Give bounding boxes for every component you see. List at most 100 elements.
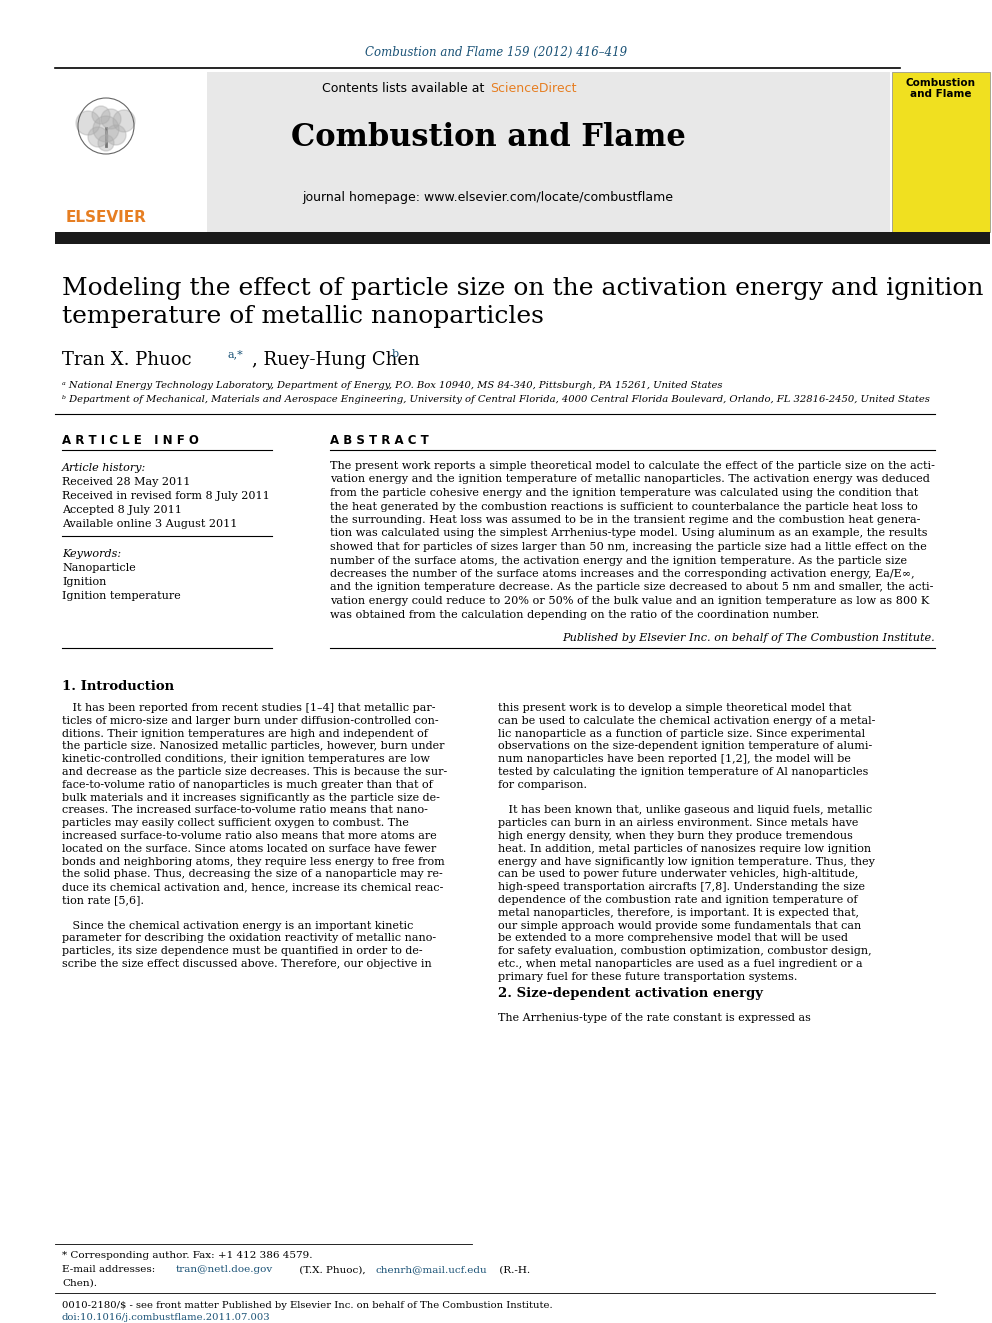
- Text: observations on the size-dependent ignition temperature of alumi-: observations on the size-dependent ignit…: [498, 741, 872, 751]
- Text: Combustion and Flame: Combustion and Flame: [291, 123, 685, 153]
- Text: Since the chemical activation energy is an important kinetic: Since the chemical activation energy is …: [62, 921, 414, 930]
- Text: A B S T R A C T: A B S T R A C T: [330, 434, 429, 446]
- Circle shape: [88, 127, 108, 147]
- Text: ScienceDirect: ScienceDirect: [490, 82, 576, 94]
- Text: duce its chemical activation and, hence, increase its chemical reac-: duce its chemical activation and, hence,…: [62, 882, 443, 892]
- Text: It has been known that, unlike gaseous and liquid fuels, metallic: It has been known that, unlike gaseous a…: [498, 806, 872, 815]
- Text: b: b: [392, 349, 399, 359]
- Text: * Corresponding author. Fax: +1 412 386 4579.: * Corresponding author. Fax: +1 412 386 …: [62, 1252, 312, 1261]
- Text: kinetic-controlled conditions, their ignition temperatures are low: kinetic-controlled conditions, their ign…: [62, 754, 430, 765]
- Text: high-speed transportation aircrafts [7,8]. Understanding the size: high-speed transportation aircrafts [7,8…: [498, 882, 865, 892]
- Text: ticles of micro-size and larger burn under diffusion-controlled con-: ticles of micro-size and larger burn und…: [62, 716, 438, 726]
- Text: Article history:: Article history:: [62, 463, 146, 474]
- Text: increased surface-to-volume ratio also means that more atoms are: increased surface-to-volume ratio also m…: [62, 831, 436, 841]
- Text: doi:10.1016/j.combustflame.2011.07.003: doi:10.1016/j.combustflame.2011.07.003: [62, 1312, 271, 1322]
- Text: Accepted 8 July 2011: Accepted 8 July 2011: [62, 505, 182, 515]
- Text: can be used to power future underwater vehicles, high-altitude,: can be used to power future underwater v…: [498, 869, 858, 880]
- FancyBboxPatch shape: [55, 232, 990, 243]
- Text: , Ruey-Hung Chen: , Ruey-Hung Chen: [252, 351, 420, 369]
- Text: this present work is to develop a simple theoretical model that: this present work is to develop a simple…: [498, 703, 851, 713]
- Text: number of the surface atoms, the activation energy and the ignition temperature.: number of the surface atoms, the activat…: [330, 556, 907, 565]
- FancyBboxPatch shape: [55, 71, 207, 232]
- Text: creases. The increased surface-to-volume ratio means that nano-: creases. The increased surface-to-volume…: [62, 806, 428, 815]
- Text: located on the surface. Since atoms located on surface have fewer: located on the surface. Since atoms loca…: [62, 844, 436, 853]
- Text: num nanoparticles have been reported [1,2], the model will be: num nanoparticles have been reported [1,…: [498, 754, 851, 765]
- Text: Ignition: Ignition: [62, 577, 106, 587]
- Text: Tran X. Phuoc: Tran X. Phuoc: [62, 351, 191, 369]
- Text: Chen).: Chen).: [62, 1278, 97, 1287]
- Text: Available online 3 August 2011: Available online 3 August 2011: [62, 519, 237, 529]
- Text: the heat generated by the combustion reactions is sufficient to counterbalance t: the heat generated by the combustion rea…: [330, 501, 918, 512]
- Text: Keywords:: Keywords:: [62, 549, 121, 560]
- Text: ditions. Their ignition temperatures are high and independent of: ditions. Their ignition temperatures are…: [62, 729, 428, 738]
- Circle shape: [113, 110, 135, 132]
- Text: vation energy and the ignition temperature of metallic nanoparticles. The activa: vation energy and the ignition temperatu…: [330, 475, 930, 484]
- Circle shape: [76, 111, 100, 135]
- FancyBboxPatch shape: [892, 71, 990, 232]
- Text: the solid phase. Thus, decreasing the size of a nanoparticle may re-: the solid phase. Thus, decreasing the si…: [62, 869, 442, 880]
- Text: Contents lists available at: Contents lists available at: [321, 82, 488, 94]
- Text: Received in revised form 8 July 2011: Received in revised form 8 July 2011: [62, 491, 270, 501]
- Text: A R T I C L E   I N F O: A R T I C L E I N F O: [62, 434, 198, 446]
- Text: our simple approach would provide some fundamentals that can: our simple approach would provide some f…: [498, 921, 861, 930]
- Text: decreases the number of the surface atoms increases and the corresponding activa: decreases the number of the surface atom…: [330, 569, 915, 579]
- Text: 0010-2180/$ - see front matter Published by Elsevier Inc. on behalf of The Combu: 0010-2180/$ - see front matter Published…: [62, 1301, 553, 1310]
- Text: Combustion and Flame 159 (2012) 416–419: Combustion and Flame 159 (2012) 416–419: [365, 45, 627, 58]
- Text: etc., when metal nanoparticles are used as a fuel ingredient or a: etc., when metal nanoparticles are used …: [498, 959, 863, 968]
- Circle shape: [98, 135, 114, 151]
- Text: heat. In addition, metal particles of nanosizes require low ignition: heat. In addition, metal particles of na…: [498, 844, 871, 853]
- Text: bulk materials and it increases significantly as the particle size de-: bulk materials and it increases signific…: [62, 792, 439, 803]
- FancyBboxPatch shape: [55, 71, 890, 232]
- Text: ᵇ Department of Mechanical, Materials and Aerospace Engineering, University of C: ᵇ Department of Mechanical, Materials an…: [62, 396, 930, 405]
- Text: and Flame: and Flame: [911, 89, 972, 99]
- Circle shape: [93, 116, 119, 142]
- Text: E-mail addresses:: E-mail addresses:: [62, 1266, 159, 1274]
- Text: ELSEVIER: ELSEVIER: [65, 210, 147, 225]
- Text: primary fuel for these future transportation systems.: primary fuel for these future transporta…: [498, 972, 798, 982]
- Circle shape: [92, 106, 110, 124]
- Text: Ignition temperature: Ignition temperature: [62, 591, 181, 601]
- Text: metal nanoparticles, therefore, is important. It is expected that,: metal nanoparticles, therefore, is impor…: [498, 908, 859, 918]
- Text: particles can burn in an airless environment. Since metals have: particles can burn in an airless environ…: [498, 818, 858, 828]
- Text: (T.X. Phuoc),: (T.X. Phuoc),: [296, 1266, 369, 1274]
- Text: was obtained from the calculation depending on the ratio of the coordination num: was obtained from the calculation depend…: [330, 610, 819, 619]
- Text: particles may easily collect sufficient oxygen to combust. The: particles may easily collect sufficient …: [62, 818, 409, 828]
- Text: tran@netl.doe.gov: tran@netl.doe.gov: [176, 1266, 273, 1274]
- Text: The present work reports a simple theoretical model to calculate the effect of t: The present work reports a simple theore…: [330, 460, 934, 471]
- Text: can be used to calculate the chemical activation energy of a metal-: can be used to calculate the chemical ac…: [498, 716, 875, 726]
- Text: journal homepage: www.elsevier.com/locate/combustflame: journal homepage: www.elsevier.com/locat…: [303, 192, 674, 205]
- Text: Combustion: Combustion: [906, 78, 976, 89]
- Text: the particle size. Nanosized metallic particles, however, burn under: the particle size. Nanosized metallic pa…: [62, 741, 444, 751]
- Text: be extended to a more comprehensive model that will be used: be extended to a more comprehensive mode…: [498, 934, 848, 943]
- Text: for comparison.: for comparison.: [498, 779, 587, 790]
- Text: bonds and neighboring atoms, they require less energy to free from: bonds and neighboring atoms, they requir…: [62, 856, 444, 867]
- Text: a,*: a,*: [228, 349, 244, 359]
- Text: Nanoparticle: Nanoparticle: [62, 564, 136, 573]
- Text: parameter for describing the oxidation reactivity of metallic nano-: parameter for describing the oxidation r…: [62, 934, 436, 943]
- Text: energy and have significantly low ignition temperature. Thus, they: energy and have significantly low igniti…: [498, 856, 875, 867]
- Text: 1. Introduction: 1. Introduction: [62, 680, 175, 692]
- Text: showed that for particles of sizes larger than 50 nm, increasing the particle si: showed that for particles of sizes large…: [330, 542, 927, 552]
- Text: face-to-volume ratio of nanoparticles is much greater than that of: face-to-volume ratio of nanoparticles is…: [62, 779, 433, 790]
- Text: Modeling the effect of particle size on the activation energy and ignition: Modeling the effect of particle size on …: [62, 277, 983, 299]
- Text: high energy density, when they burn they produce tremendous: high energy density, when they burn they…: [498, 831, 853, 841]
- Text: Published by Elsevier Inc. on behalf of The Combustion Institute.: Published by Elsevier Inc. on behalf of …: [562, 632, 935, 643]
- Text: tion was calculated using the simplest Arrhenius-type model. Using aluminum as a: tion was calculated using the simplest A…: [330, 528, 928, 538]
- Text: ᵃ National Energy Technology Laboratory, Department of Energy, P.O. Box 10940, M: ᵃ National Energy Technology Laboratory,…: [62, 381, 722, 390]
- Text: vation energy could reduce to 20% or 50% of the bulk value and an ignition tempe: vation energy could reduce to 20% or 50%…: [330, 595, 930, 606]
- Text: dependence of the combustion rate and ignition temperature of: dependence of the combustion rate and ig…: [498, 894, 857, 905]
- Text: It has been reported from recent studies [1–4] that metallic par-: It has been reported from recent studies…: [62, 703, 435, 713]
- Text: scribe the size effect discussed above. Therefore, our objective in: scribe the size effect discussed above. …: [62, 959, 432, 968]
- Text: and the ignition temperature decrease. As the particle size decreased to about 5: and the ignition temperature decrease. A…: [330, 582, 933, 593]
- Text: from the particle cohesive energy and the ignition temperature was calculated us: from the particle cohesive energy and th…: [330, 488, 919, 497]
- Text: chenrh@mail.ucf.edu: chenrh@mail.ucf.edu: [375, 1266, 487, 1274]
- Text: lic nanoparticle as a function of particle size. Since experimental: lic nanoparticle as a function of partic…: [498, 729, 865, 738]
- Text: tion rate [5,6].: tion rate [5,6].: [62, 894, 144, 905]
- Circle shape: [101, 108, 121, 130]
- Text: for safety evaluation, combustion optimization, combustor design,: for safety evaluation, combustion optimi…: [498, 946, 872, 957]
- Text: tested by calculating the ignition temperature of Al nanoparticles: tested by calculating the ignition tempe…: [498, 767, 868, 777]
- Text: Received 28 May 2011: Received 28 May 2011: [62, 478, 190, 487]
- Text: The Arrhenius-type of the rate constant is expressed as: The Arrhenius-type of the rate constant …: [498, 1013, 810, 1023]
- Text: (R.-H.: (R.-H.: [496, 1266, 530, 1274]
- Circle shape: [106, 124, 126, 146]
